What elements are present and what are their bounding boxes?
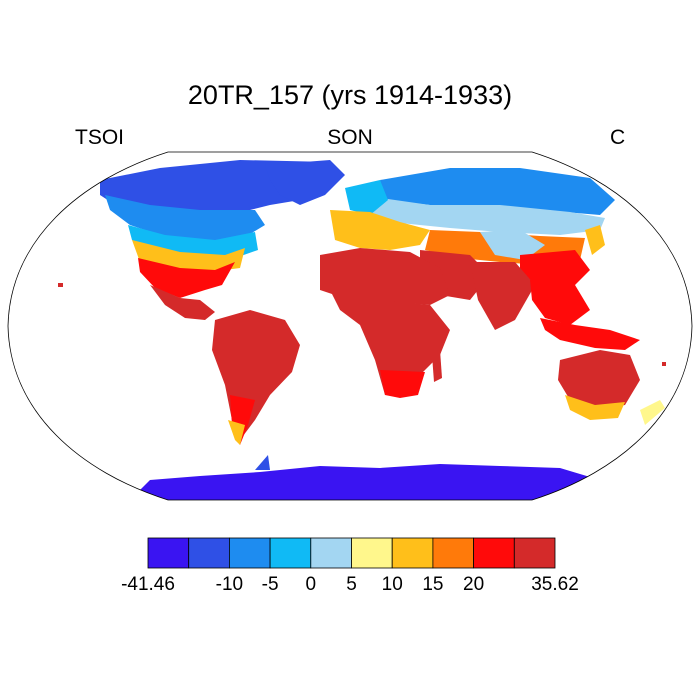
season-label: SON (327, 126, 373, 149)
colorbar-box (391, 537, 434, 569)
region-north-america-north (105, 195, 265, 240)
colorbar-tick-label: 10 (382, 574, 403, 595)
region-central-america (150, 285, 215, 320)
colorbar-box (513, 537, 556, 569)
region-india (470, 262, 535, 330)
region-antarctica (130, 464, 620, 500)
island-pacific (662, 362, 666, 366)
colorbar-box (351, 537, 393, 569)
region-scandinavia (345, 180, 388, 215)
colorbar-tick-label: 5 (346, 574, 357, 595)
colorbar-tick-label: -41.46 (121, 574, 175, 595)
region-australia-south (565, 395, 625, 420)
region-china (520, 250, 590, 290)
colorbar-tick-label: -5 (262, 574, 279, 595)
colorbar-box (473, 537, 515, 569)
map-title: 20TR_157 (yrs 1914-1933) (187, 80, 513, 110)
region-europe (330, 210, 430, 250)
colorbar-box (228, 537, 271, 569)
colorbar-tick-label: 20 (463, 574, 484, 595)
region-indonesia (540, 318, 640, 350)
colorbar-box (147, 537, 190, 569)
region-africa-north (320, 248, 450, 305)
colorbar-tick-label: -10 (216, 574, 243, 595)
colorbar-tick-label: 15 (422, 574, 443, 595)
region-africa-central (330, 290, 450, 395)
colorbar-tick-label: 35.62 (531, 574, 579, 595)
colorbar-box (188, 537, 230, 569)
colorbar-tick-label: 0 (306, 574, 317, 595)
region-greenland (265, 160, 345, 205)
variable-label: TSOI (75, 126, 125, 149)
region-north-america-south (138, 258, 235, 298)
region-tibet (480, 230, 545, 260)
colorbar-box (310, 537, 352, 569)
region-antarctic-peninsula (255, 455, 270, 470)
region-japan (585, 225, 605, 255)
region-madagascar (432, 350, 442, 382)
region-siberia-mid (360, 195, 605, 235)
region-southeast-asia (530, 280, 590, 325)
island-hawaii (58, 283, 63, 287)
map-boundary (7, 151, 693, 501)
colorbar-box (269, 537, 312, 569)
region-australia (558, 350, 640, 410)
region-africa-south (380, 370, 425, 398)
region-patagonia (228, 420, 245, 445)
region-new-zealand (640, 400, 665, 425)
colorbar-box (432, 537, 474, 569)
units-label: C (610, 126, 626, 149)
region-siberia-north (380, 168, 615, 215)
